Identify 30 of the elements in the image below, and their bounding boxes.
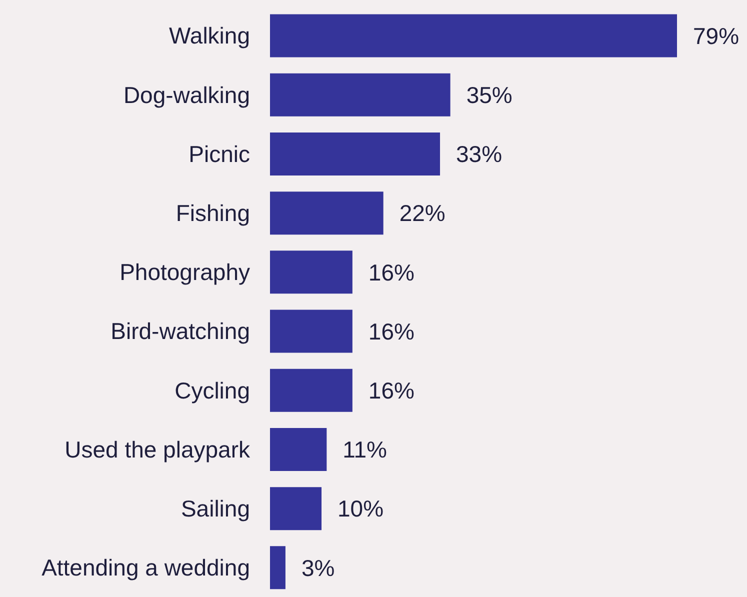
y-tick-label: Fishing [176, 200, 250, 226]
data-label: 33% [456, 141, 502, 168]
data-label: 10% [338, 496, 384, 522]
data-label: 16% [368, 318, 414, 344]
bar [270, 192, 384, 235]
y-tick-label: Walking [169, 22, 250, 49]
bar [270, 368, 352, 412]
data-label: 22% [399, 200, 446, 226]
data-label: 11% [342, 436, 387, 463]
y-tick-label: Cycling [174, 377, 250, 404]
y-tick-label: Bird-watching [110, 318, 250, 344]
y-tick-label: Photography [120, 259, 250, 286]
bar [270, 250, 352, 294]
data-label: 3% [301, 554, 335, 581]
data-label: 79% [693, 22, 740, 49]
bar [270, 546, 286, 590]
y-tick-label: Sailing [180, 496, 250, 522]
bar [270, 132, 440, 176]
bar [270, 310, 352, 353]
y-tick-label: Dog-walking [123, 82, 250, 108]
y-tick-label: Used the playpark [64, 436, 250, 462]
data-label: 16% [368, 259, 414, 286]
data-label: 35% [466, 82, 512, 108]
bar [270, 14, 677, 58]
y-tick-label: Attending a wedding [42, 554, 250, 581]
y-tick-label: Picnic [188, 140, 250, 167]
bar [270, 487, 322, 530]
bar [270, 428, 327, 471]
bar [270, 73, 450, 116]
data-label: 16% [368, 378, 414, 404]
